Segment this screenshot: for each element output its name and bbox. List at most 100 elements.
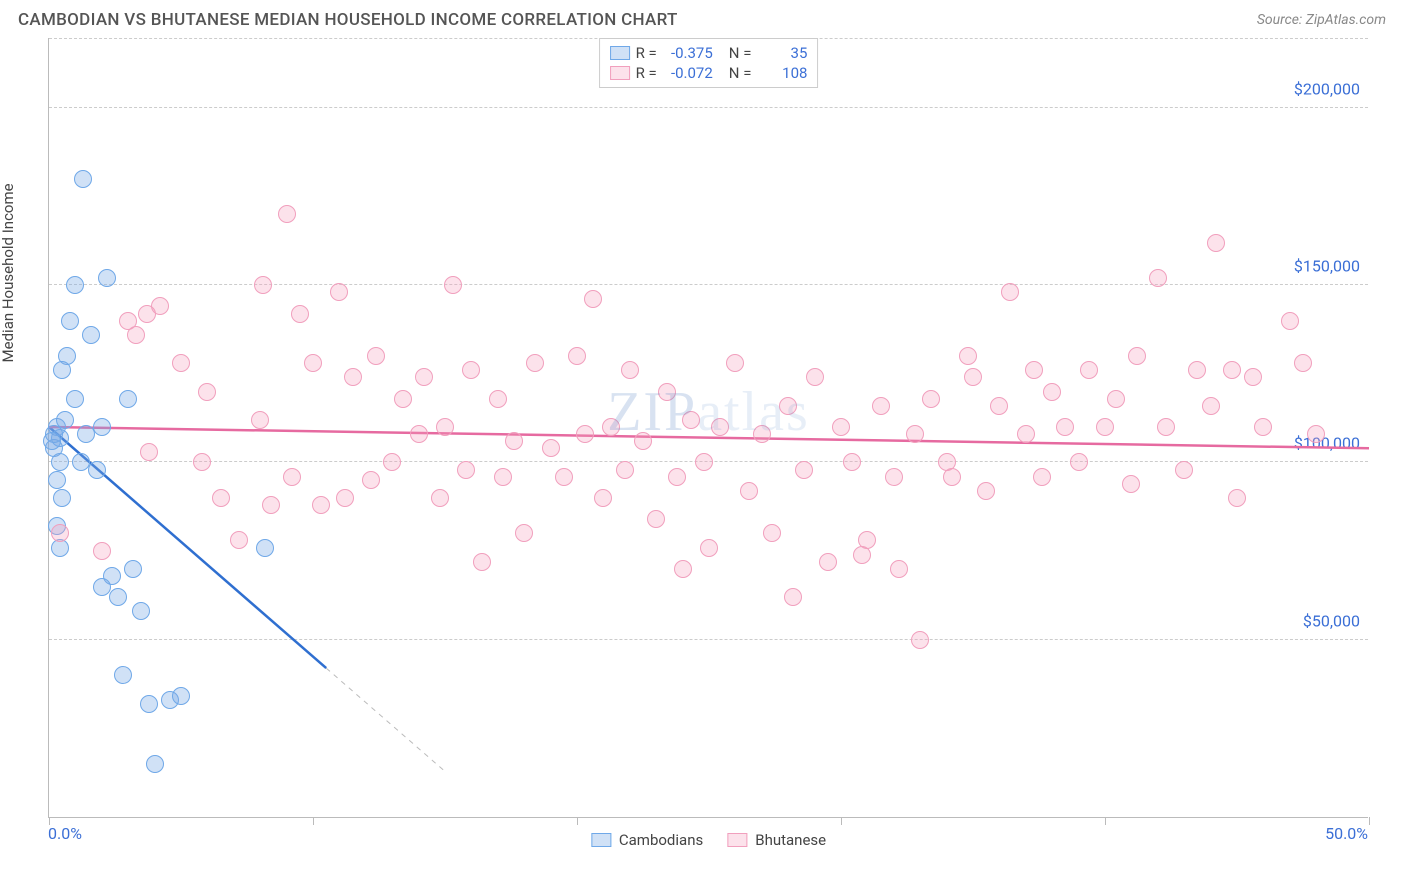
point-bhutanese <box>251 411 269 429</box>
point-cambodians <box>43 432 61 450</box>
point-bhutanese <box>1281 312 1299 330</box>
point-cambodians <box>82 326 100 344</box>
point-cambodians <box>53 489 71 507</box>
point-cambodians <box>66 276 84 294</box>
point-bhutanese <box>330 283 348 301</box>
point-bhutanese <box>668 468 686 486</box>
point-cambodians <box>119 390 137 408</box>
point-cambodians <box>93 418 111 436</box>
point-bhutanese <box>740 482 758 500</box>
point-bhutanese <box>584 290 602 308</box>
point-bhutanese <box>858 531 876 549</box>
point-bhutanese <box>1188 361 1206 379</box>
point-bhutanese <box>1122 475 1140 493</box>
point-bhutanese <box>959 347 977 365</box>
point-bhutanese <box>291 305 309 323</box>
point-bhutanese <box>1294 354 1312 372</box>
point-bhutanese <box>911 631 929 649</box>
point-bhutanese <box>1107 390 1125 408</box>
point-bhutanese <box>473 553 491 571</box>
point-cambodians <box>132 602 150 620</box>
point-cambodians <box>256 539 274 557</box>
point-cambodians <box>98 269 116 287</box>
point-bhutanese <box>304 354 322 372</box>
point-bhutanese <box>489 390 507 408</box>
point-bhutanese <box>140 443 158 461</box>
chart-title: CAMBODIAN VS BHUTANESE MEDIAN HOUSEHOLD … <box>18 10 678 30</box>
point-bhutanese <box>254 276 272 294</box>
point-bhutanese <box>872 397 890 415</box>
point-bhutanese <box>602 418 620 436</box>
point-bhutanese <box>832 418 850 436</box>
point-bhutanese <box>367 347 385 365</box>
y-gridline <box>49 107 1368 108</box>
point-bhutanese <box>795 461 813 479</box>
point-bhutanese <box>230 531 248 549</box>
point-bhutanese <box>906 425 924 443</box>
y-tick-label: $150,000 <box>1294 257 1360 276</box>
legend-swatch-bhutanese <box>610 66 630 80</box>
watermark-strong: ZIP <box>607 381 697 443</box>
y-gridline <box>49 639 1368 640</box>
point-bhutanese <box>394 390 412 408</box>
point-cambodians <box>53 361 71 379</box>
point-bhutanese <box>462 361 480 379</box>
point-bhutanese <box>555 468 573 486</box>
point-bhutanese <box>93 542 111 560</box>
point-cambodians <box>124 560 142 578</box>
chart-container: Median Household Income R =-0.375N =35R … <box>18 38 1388 848</box>
point-cambodians <box>77 425 95 443</box>
point-cambodians <box>146 755 164 773</box>
point-bhutanese <box>1157 418 1175 436</box>
point-bhutanese <box>1017 425 1035 443</box>
point-cambodians <box>172 687 190 705</box>
legend-r-label: R = <box>636 64 657 82</box>
plot-area: R =-0.375N =35R =-0.072N =108 ZIPatlas C… <box>48 38 1368 818</box>
point-bhutanese <box>890 560 908 578</box>
point-bhutanese <box>1307 425 1325 443</box>
point-bhutanese <box>1033 468 1051 486</box>
point-cambodians <box>48 471 66 489</box>
point-bhutanese <box>436 418 454 436</box>
x-axis-labels: 0.0%50.0% <box>48 818 1368 848</box>
point-bhutanese <box>1228 489 1246 507</box>
source-attribution: Source: ZipAtlas.com <box>1257 12 1386 28</box>
x-tick <box>1369 817 1370 825</box>
point-bhutanese <box>278 205 296 223</box>
point-bhutanese <box>312 496 330 514</box>
y-tick-label: $200,000 <box>1294 79 1360 98</box>
point-bhutanese <box>505 432 523 450</box>
point-bhutanese <box>344 368 362 386</box>
point-bhutanese <box>1080 361 1098 379</box>
point-bhutanese <box>922 390 940 408</box>
point-bhutanese <box>779 397 797 415</box>
point-cambodians <box>93 578 111 596</box>
point-bhutanese <box>1202 397 1220 415</box>
point-bhutanese <box>943 468 961 486</box>
point-bhutanese <box>1128 347 1146 365</box>
point-bhutanese <box>647 510 665 528</box>
point-cambodians <box>66 390 84 408</box>
chart-header: CAMBODIAN VS BHUTANESE MEDIAN HOUSEHOLD … <box>0 0 1406 38</box>
point-bhutanese <box>594 489 612 507</box>
y-tick-label: $100,000 <box>1294 434 1360 453</box>
legend-row-cambodians: R =-0.375N =35 <box>610 43 808 63</box>
point-bhutanese <box>763 524 781 542</box>
x-tick-label: 0.0% <box>48 824 82 843</box>
point-bhutanese <box>753 425 771 443</box>
point-bhutanese <box>198 383 216 401</box>
point-bhutanese <box>990 397 1008 415</box>
point-bhutanese <box>415 368 433 386</box>
point-bhutanese <box>494 468 512 486</box>
point-bhutanese <box>1070 453 1088 471</box>
point-cambodians <box>51 453 69 471</box>
point-bhutanese <box>1025 361 1043 379</box>
point-bhutanese <box>1043 383 1061 401</box>
point-bhutanese <box>1056 418 1074 436</box>
point-bhutanese <box>616 461 634 479</box>
point-bhutanese <box>457 461 475 479</box>
correlation-legend: R =-0.375N =35R =-0.072N =108 <box>599 38 819 88</box>
point-bhutanese <box>193 453 211 471</box>
point-bhutanese <box>711 418 729 436</box>
point-bhutanese <box>682 411 700 429</box>
